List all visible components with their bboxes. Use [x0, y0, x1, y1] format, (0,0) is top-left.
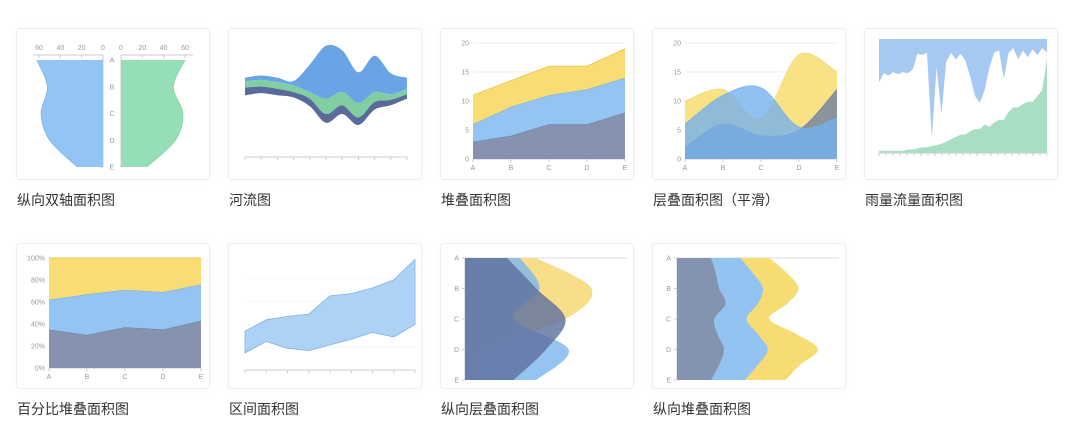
chart-card[interactable]: 0 5 10 15 20 A B C D E 堆叠面积图 [440, 28, 634, 210]
gallery-row-1: 60 40 20 0 0 20 40 60 A B C D E 纵向双轴面积图 河流图 0 5 10 15 20… [16, 28, 1080, 210]
svg-text:A: A [454, 256, 459, 263]
svg-text:5: 5 [677, 128, 681, 135]
chart-card[interactable]: 0 5 10 15 20 A B C D E 层叠面积图（平滑） [652, 28, 846, 210]
chart-title: 层叠面积图（平滑） [653, 192, 779, 208]
chart-title: 雨量流量面积图 [865, 192, 963, 208]
svg-text:A: A [471, 165, 476, 172]
dual-axis-area-chart: 60 40 20 0 0 20 40 60 A B C D E [33, 45, 193, 172]
rainfall-flow-area-chart [878, 39, 1048, 156]
svg-text:60%: 60% [31, 300, 45, 307]
svg-text:C: C [666, 317, 671, 324]
svg-text:0: 0 [119, 45, 123, 52]
svg-text:B: B [85, 374, 90, 381]
percent-stacked-area-chart: 0% 20% 40% 60% 80% 100% A B C D E [27, 256, 204, 382]
svg-text:10: 10 [673, 99, 681, 106]
svg-text:100%: 100% [27, 256, 45, 263]
svg-text:B: B [454, 286, 459, 293]
svg-text:D: D [160, 374, 165, 381]
svg-text:B: B [110, 84, 115, 91]
chart-title: 纵向堆叠面积图 [653, 401, 751, 417]
chart-title: 百分比堆叠面积图 [17, 401, 129, 417]
chart-card[interactable]: 河流图 [228, 28, 422, 210]
chart-card[interactable]: 60 40 20 0 0 20 40 60 A B C D E 纵向双轴面积图 [16, 28, 210, 210]
svg-text:E: E [454, 378, 459, 385]
svg-text:20%: 20% [31, 344, 45, 351]
overlap-area-smooth-chart: 0 5 10 15 20 A B C D E [673, 41, 840, 173]
chart-thumbnail[interactable] [228, 28, 422, 180]
svg-text:C: C [109, 111, 114, 118]
svg-text:D: D [666, 347, 671, 354]
range-area-chart [244, 258, 416, 373]
svg-text:0: 0 [465, 157, 469, 164]
svg-text:5: 5 [465, 128, 469, 135]
stacked-area-chart: 0 5 10 15 20 A B C D E [461, 41, 628, 173]
svg-text:C: C [546, 165, 551, 172]
svg-text:20: 20 [673, 41, 681, 48]
svg-text:40: 40 [56, 45, 64, 52]
svg-text:D: D [584, 165, 589, 172]
svg-text:B: B [509, 165, 514, 172]
svg-text:20: 20 [78, 45, 86, 52]
svg-text:E: E [666, 378, 671, 385]
svg-text:A: A [666, 256, 671, 263]
svg-text:10: 10 [461, 99, 469, 106]
svg-text:D: D [109, 138, 114, 145]
chart-thumbnail[interactable]: A B C D E [440, 243, 634, 389]
svg-text:C: C [454, 317, 459, 324]
svg-text:0: 0 [677, 157, 681, 164]
svg-text:20: 20 [461, 41, 469, 48]
chart-thumbnail[interactable]: A B C D E [652, 243, 846, 389]
theme-river-chart [244, 44, 408, 160]
svg-text:D: D [796, 165, 801, 172]
chart-title: 堆叠面积图 [441, 192, 511, 208]
chart-card[interactable]: 0% 20% 40% 60% 80% 100% A B C D E 百分比堆叠面积图 [16, 243, 210, 419]
svg-text:E: E [199, 374, 204, 381]
svg-text:60: 60 [181, 45, 189, 52]
svg-text:15: 15 [461, 70, 469, 77]
chart-thumbnail[interactable]: 0 5 10 15 20 A B C D E [440, 28, 634, 180]
chart-thumbnail[interactable] [864, 28, 1058, 180]
chart-thumbnail[interactable] [228, 243, 422, 389]
svg-text:B: B [721, 165, 726, 172]
vertical-stacked-area-chart: A B C D E [666, 256, 839, 385]
chart-title: 区间面积图 [229, 401, 299, 417]
chart-card[interactable]: A B C D E 纵向堆叠面积图 [652, 243, 846, 419]
svg-text:20: 20 [138, 45, 146, 52]
svg-text:D: D [454, 347, 459, 354]
chart-thumbnail[interactable]: 0% 20% 40% 60% 80% 100% A B C D E [16, 243, 210, 389]
svg-text:40: 40 [160, 45, 168, 52]
svg-text:A: A [683, 165, 688, 172]
chart-title: 河流图 [229, 192, 271, 208]
svg-text:0: 0 [101, 45, 105, 52]
svg-text:60: 60 [35, 45, 43, 52]
svg-text:A: A [47, 374, 52, 381]
chart-card[interactable]: A B C D E 纵向层叠面积图 [440, 243, 634, 419]
vertical-overlap-area-chart: A B C D E [454, 256, 627, 385]
svg-text:40%: 40% [31, 322, 45, 329]
chart-card[interactable]: 雨量流量面积图 [864, 28, 1058, 210]
svg-text:B: B [666, 286, 671, 293]
chart-card[interactable]: 区间面积图 [228, 243, 422, 419]
svg-text:0%: 0% [35, 366, 45, 373]
svg-text:C: C [758, 165, 763, 172]
gallery-row-2: 0% 20% 40% 60% 80% 100% A B C D E 百分比堆叠面积图 区间面积图 A… [16, 243, 1080, 419]
chart-thumbnail[interactable]: 0 5 10 15 20 A B C D E [652, 28, 846, 180]
svg-text:80%: 80% [31, 278, 45, 285]
chart-thumbnail[interactable]: 60 40 20 0 0 20 40 60 A B C D E [16, 28, 210, 180]
chart-gallery: 60 40 20 0 0 20 40 60 A B C D E 纵向双轴面积图 河流图 0 5 10 15 20… [16, 28, 1080, 419]
svg-text:E: E [110, 165, 115, 172]
chart-title: 纵向双轴面积图 [17, 192, 115, 208]
svg-text:E: E [623, 165, 628, 172]
chart-title: 纵向层叠面积图 [441, 401, 539, 417]
svg-text:A: A [110, 58, 115, 65]
svg-text:E: E [835, 165, 840, 172]
svg-text:C: C [122, 374, 127, 381]
svg-text:15: 15 [673, 70, 681, 77]
